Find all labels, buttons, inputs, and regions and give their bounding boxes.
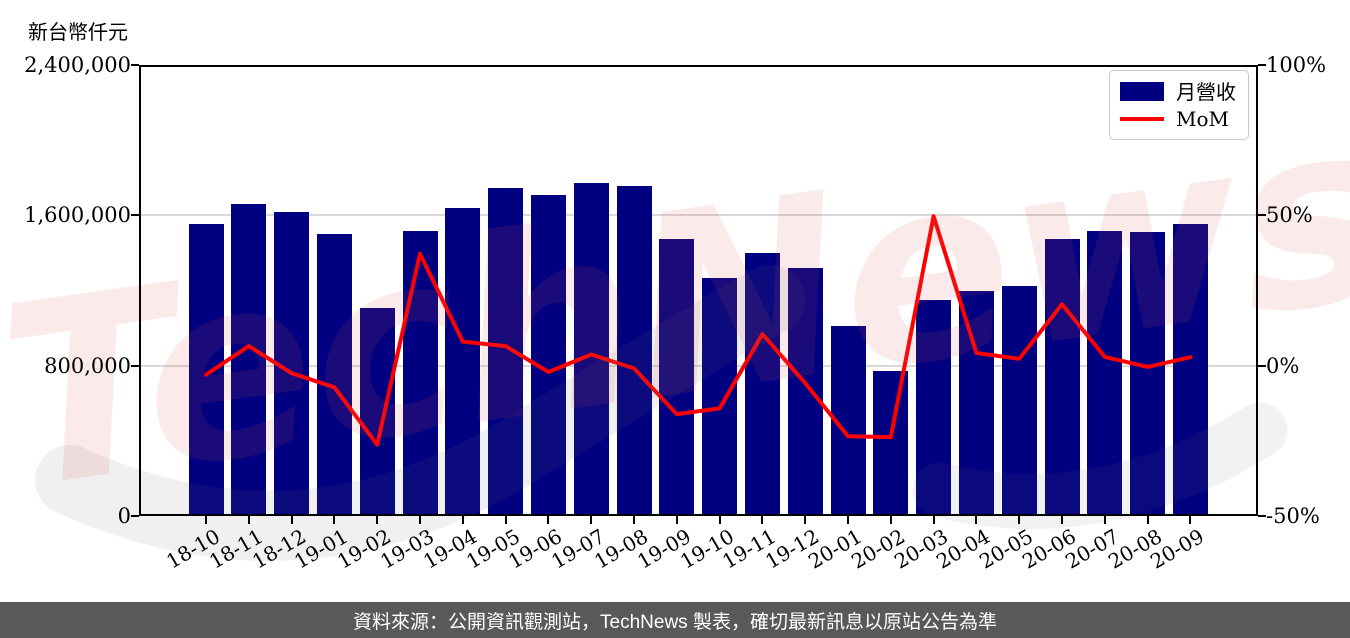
bar-19-12: [787, 267, 823, 516]
x-tick: [1146, 516, 1149, 524]
plot-area: [139, 65, 1258, 516]
mom-line-layer: [204, 214, 1193, 447]
bar-19-01: [316, 233, 352, 516]
bar-19-08: [616, 186, 652, 516]
x-tick: [1189, 516, 1192, 524]
bar-20-03: [916, 300, 952, 516]
y-left-tick-label: 2,400,000: [24, 53, 131, 77]
bar-20-08: [1130, 232, 1166, 516]
bar-19-09: [659, 239, 695, 516]
x-tick: [633, 516, 635, 524]
x-tick: [889, 516, 892, 524]
caption-text: 資料來源：公開資訊觀測站，TechNews 製表，確切最新訊息以原站公告為準: [353, 611, 997, 633]
y-right-tick: [1258, 515, 1266, 517]
x-tick: [718, 516, 721, 524]
bar-18-11: [231, 204, 267, 516]
bar-19-04: [445, 208, 481, 516]
mom-line: [204, 214, 1193, 447]
bar-19-02: [359, 307, 395, 516]
bar-19-11: [744, 252, 780, 516]
y-right-tick-label: 0%: [1266, 353, 1300, 378]
legend-item-revenue: 月營收: [1110, 82, 1248, 102]
bar-20-02: [873, 370, 909, 516]
x-tick: [932, 516, 935, 524]
y-left-tick: [131, 515, 139, 517]
bar-19-10: [702, 277, 738, 516]
legend-item-mom: MoM: [1110, 109, 1248, 129]
y-left-tick: [131, 214, 139, 217]
x-tick: [590, 516, 593, 524]
x-tick: [547, 516, 550, 524]
bar-20-04: [958, 291, 994, 516]
x-tick: [333, 516, 336, 524]
y-right-tick: [1258, 214, 1266, 217]
bar-20-09: [1172, 223, 1208, 516]
gridline: [139, 364, 1258, 367]
legend-label-revenue: 月營收: [1176, 79, 1236, 104]
x-tick: [1103, 516, 1106, 524]
x-tick: [461, 516, 464, 524]
x-tick: [761, 516, 764, 524]
y-axis-title: 新台幣仟元: [28, 20, 128, 44]
caption-bar: 資料來源：公開資訊觀測站，TechNews 製表，確切最新訊息以原站公告為準: [0, 602, 1350, 638]
bar-20-07: [1087, 230, 1123, 516]
bar-20-06: [1044, 239, 1080, 516]
mom-line-swatch-icon: [1120, 116, 1164, 121]
gridline: [139, 214, 1258, 217]
y-right-tick: [1258, 64, 1266, 66]
y-right-tick: [1258, 364, 1266, 367]
x-tick: [247, 516, 250, 524]
y-left-tick-label: 1,600,000: [24, 203, 131, 228]
y-left-tick: [131, 364, 139, 367]
x-tick: [1061, 516, 1063, 524]
x-tick: [504, 516, 507, 524]
x-tick: [675, 516, 678, 524]
x-tick: [975, 516, 978, 524]
x-tick: [376, 516, 379, 524]
x-tick: [205, 516, 207, 524]
y-left-tick: [131, 64, 139, 66]
bar-20-05: [1001, 285, 1037, 516]
revenue-bar-swatch-icon: [1120, 82, 1164, 101]
y-right-tick-label: -50%: [1266, 504, 1320, 528]
x-tick: [419, 516, 421, 524]
y-right-tick-label: 100%: [1266, 53, 1327, 77]
x-tick: [290, 516, 293, 524]
x-tick: [804, 516, 807, 524]
bar-19-06: [530, 195, 566, 516]
x-tick: [1018, 516, 1021, 524]
x-tick: [847, 516, 849, 524]
legend-label-mom: MoM: [1176, 106, 1229, 131]
bar-19-07: [573, 183, 609, 516]
y-left-tick-label: 800,000: [44, 353, 131, 378]
y-right-tick-label: 50%: [1266, 203, 1313, 228]
y-left-tick-label: 0: [117, 504, 131, 528]
bar-18-10: [188, 223, 224, 516]
legend: 月營收 MoM: [1109, 70, 1249, 140]
